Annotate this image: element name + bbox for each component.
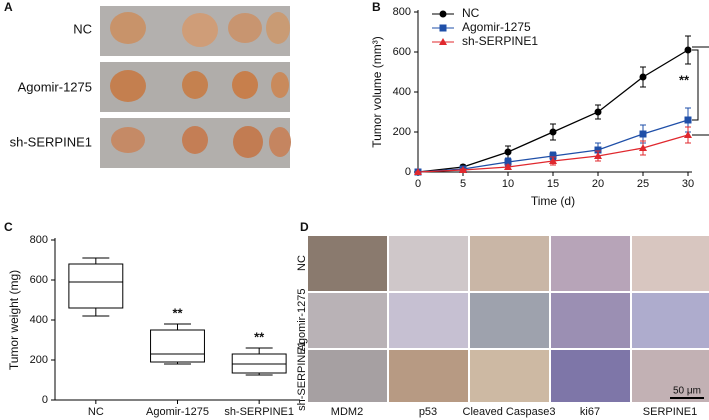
y-tick-label: 800 — [393, 6, 411, 18]
y-tick-label: 400 — [30, 314, 48, 326]
scale-bar-label: 50 μm — [673, 386, 701, 397]
legend-label: Agomir-1275 — [462, 20, 531, 34]
marker — [504, 163, 512, 170]
x-tick-label: sh-SERPINE1 — [224, 406, 294, 418]
significance-bracket — [692, 46, 709, 136]
x-tick-label: 25 — [637, 178, 649, 190]
marker — [439, 38, 447, 45]
x-axis-label: Time (d) — [531, 194, 575, 208]
marker — [594, 146, 602, 154]
x-tick-label: 15 — [547, 178, 559, 190]
panel-label: C — [4, 220, 13, 234]
marker — [684, 131, 692, 138]
y-tick-label: 0 — [405, 166, 411, 178]
marker — [549, 157, 557, 164]
row-label: NC — [73, 21, 92, 36]
marker — [549, 152, 557, 160]
y-tick-label: 0 — [42, 394, 48, 406]
marker — [504, 158, 512, 166]
y-tick-label: 200 — [30, 354, 48, 366]
marker — [459, 166, 467, 173]
x-tick-label: 0 — [415, 178, 421, 190]
annotation: ** — [679, 72, 690, 87]
row-label: Agomir-1275 — [296, 289, 308, 352]
whisker — [82, 308, 110, 317]
column-label: SERPINE1 — [643, 406, 697, 418]
marker — [684, 46, 692, 54]
y-axis-label: Tumor weight (mg) — [7, 270, 21, 370]
x-tick-label: NC — [88, 406, 104, 418]
box — [68, 263, 124, 309]
whisker — [82, 257, 110, 264]
y-tick-label: 800 — [30, 234, 48, 246]
legend-label: NC — [462, 6, 480, 20]
row-label: NC — [296, 255, 308, 271]
whisker — [245, 347, 273, 354]
column-label: MDM2 — [331, 406, 363, 418]
y-tick-label: 600 — [30, 274, 48, 286]
marker — [594, 152, 602, 159]
x-tick-label: 5 — [460, 178, 466, 190]
marker — [504, 148, 512, 156]
panel-label: A — [4, 0, 13, 14]
x-tick-label: 10 — [502, 178, 514, 190]
y-tick-label: 400 — [393, 86, 411, 98]
marker — [639, 73, 647, 81]
row-label: Agomir-1275 — [18, 79, 92, 94]
box — [150, 329, 205, 363]
x-tick-label: Agomir-1275 — [146, 406, 209, 418]
whisker — [164, 323, 191, 330]
marker — [439, 24, 447, 32]
annotation: ** — [172, 305, 183, 320]
y-tick-label: 200 — [393, 126, 411, 138]
column-label: ki67 — [580, 406, 600, 418]
marker — [594, 108, 602, 116]
marker — [439, 10, 447, 18]
column-label: Cleaved Caspase3 — [463, 406, 556, 418]
marker — [549, 128, 557, 136]
column-label: p53 — [419, 406, 437, 418]
panel-label: B — [372, 0, 381, 14]
marker — [684, 116, 692, 124]
x-tick-label: 20 — [592, 178, 604, 190]
marker — [414, 168, 422, 175]
panel-label: D — [300, 220, 309, 234]
ihc-images — [308, 236, 709, 402]
significance-bracket — [692, 49, 699, 121]
row-label: sh-SERPINE1 — [10, 134, 92, 149]
y-axis-label: Tumor volume (mm³) — [370, 36, 384, 148]
marker — [639, 144, 647, 151]
x-tick-label: 30 — [682, 178, 694, 190]
legend-label: sh-SERPINE1 — [462, 34, 538, 48]
y-tick-label: 600 — [393, 46, 411, 58]
marker — [639, 130, 647, 138]
row-label: sh-SERPINE1 — [296, 341, 308, 411]
annotation: ** — [254, 329, 265, 344]
tumor-photos — [100, 6, 291, 168]
